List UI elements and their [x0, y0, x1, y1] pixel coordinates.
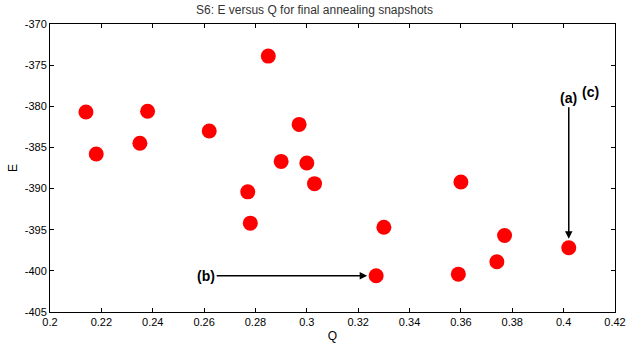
svg-text:-405: -405	[25, 306, 47, 318]
svg-text:(a): (a)	[560, 90, 577, 106]
svg-text:0.26: 0.26	[193, 316, 214, 328]
svg-text:-370: -370	[25, 18, 47, 30]
svg-text:0.42: 0.42	[604, 316, 625, 328]
svg-text:-400: -400	[25, 265, 47, 277]
svg-text:0.2: 0.2	[42, 316, 57, 328]
svg-text:-380: -380	[25, 100, 47, 112]
svg-text:0.36: 0.36	[450, 316, 471, 328]
svg-text:0.32: 0.32	[347, 316, 368, 328]
svg-text:Q: Q	[328, 329, 337, 343]
svg-text:E: E	[6, 164, 20, 172]
svg-text:(b): (b)	[197, 268, 215, 284]
svg-text:0.34: 0.34	[399, 316, 420, 328]
svg-text:S6: E versus Q for final annea: S6: E versus Q for final annealing snaps…	[196, 3, 433, 17]
svg-text:(c): (c)	[582, 84, 599, 100]
svg-text:0.24: 0.24	[142, 316, 163, 328]
svg-text:-395: -395	[25, 224, 47, 236]
svg-text:0.38: 0.38	[502, 316, 523, 328]
svg-text:0.4: 0.4	[556, 316, 571, 328]
svg-text:0.22: 0.22	[91, 316, 112, 328]
svg-text:-390: -390	[25, 182, 47, 194]
svg-text:0.3: 0.3	[299, 316, 314, 328]
svg-text:-375: -375	[25, 59, 47, 71]
svg-text:-385: -385	[25, 141, 47, 153]
svg-text:0.28: 0.28	[245, 316, 266, 328]
